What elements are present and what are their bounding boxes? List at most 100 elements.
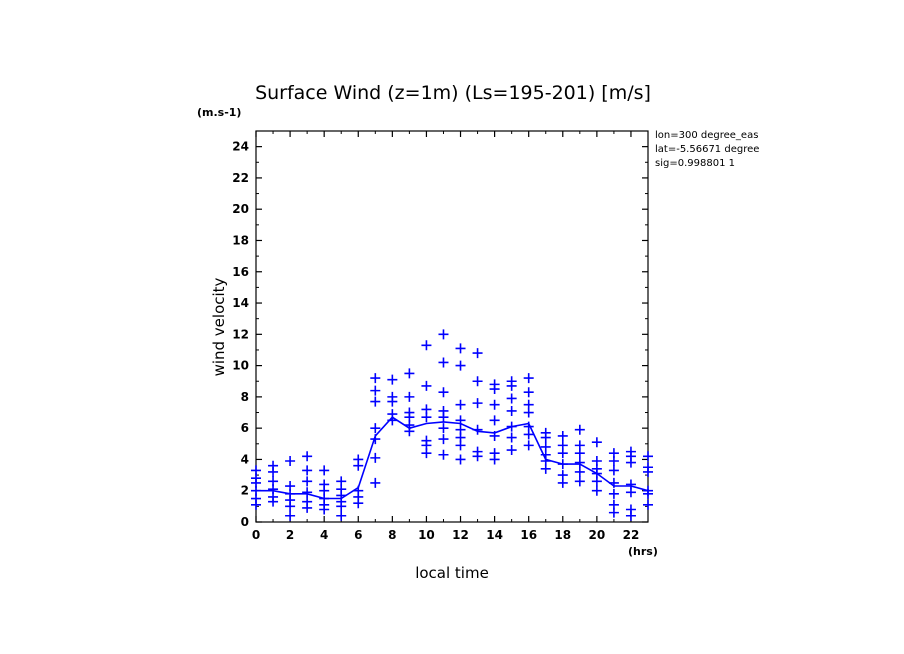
data-point [625,504,636,515]
data-point [506,405,517,416]
data-point [336,510,347,521]
y-tick-label: 6 [241,421,249,435]
data-point [421,435,432,446]
y-tick-label: 14 [232,296,249,310]
data-point [608,477,619,488]
chart-title: Surface Wind (z=1m) (Ls=195-201) [m/s] [255,82,651,104]
data-point [557,459,568,470]
data-point [489,448,500,459]
data-point [472,446,483,457]
data-point [268,476,279,487]
y-tick-label: 0 [241,515,249,529]
data-point [523,373,534,384]
x-tick-label: 4 [320,528,328,542]
data-point [438,357,449,368]
y-tick-label: 18 [232,233,249,247]
data-point [302,496,313,507]
data-point [608,488,619,499]
data-point [370,423,381,434]
data-point [557,470,568,481]
x-tick-label: 12 [452,528,469,542]
data-point [643,485,653,496]
y-tick-label: 4 [241,452,249,466]
data-point [421,380,432,391]
data-point [438,387,449,398]
y-tick-label: 2 [241,484,249,498]
data-point [455,360,466,371]
mean-line [256,416,649,500]
x-tick-label: 14 [486,528,503,542]
y-tick-label: 22 [232,171,249,185]
data-point [285,510,296,521]
data-point [557,430,568,441]
data-point [574,424,585,435]
data-point [455,424,466,435]
data-point [438,329,449,340]
data-point [387,409,398,420]
data-point [353,485,364,496]
x-unit-label: (hrs) [628,545,658,558]
data-point [540,427,551,438]
data-point [455,399,466,410]
data-point [370,434,381,445]
data-point [625,479,636,490]
data-point [438,449,449,460]
data-point [574,440,585,451]
x-tick-label: 18 [554,528,571,542]
data-point [370,396,381,407]
data-point [523,440,534,451]
data-point [370,452,381,463]
data-point [643,499,653,510]
data-point [370,385,381,396]
data-point [574,466,585,477]
data-point [455,343,466,354]
info-sig: sig=0.998801 1 [655,158,735,169]
data-point [404,368,415,379]
data-point [438,434,449,445]
data-point [506,445,517,456]
data-point [643,462,653,473]
data-point [370,477,381,488]
data-point [557,440,568,451]
data-point [523,421,534,432]
data-point [540,441,551,452]
data-point [608,448,619,459]
y-axis-label: wind velocity [210,277,228,376]
data-point [268,460,279,471]
data-point [643,451,653,462]
data-point [455,454,466,465]
data-point [438,405,449,416]
data-point [591,456,602,467]
y-tick-label: 24 [232,140,249,154]
y-unit-label: (m.s-1) [197,106,241,119]
data-point [506,393,517,404]
data-point [251,465,261,476]
data-point [489,399,500,410]
data-point [472,398,483,409]
info-lat: lat=-5.56671 degree [655,144,759,155]
data-point [608,499,619,510]
data-point [438,423,449,434]
info-block: lon=300 degree_eas lat=-5.56671 degree s… [655,130,759,169]
data-point [523,387,534,398]
y-tick-label: 10 [232,359,249,373]
data-point [472,376,483,387]
x-tick-label: 8 [388,528,396,542]
data-point [472,348,483,359]
data-point [302,476,313,487]
data-point [591,485,602,496]
data-point [506,421,517,432]
data-point [591,437,602,448]
data-point [506,376,517,387]
data-point [285,481,296,492]
x-tick-label: 22 [623,528,640,542]
data-point [285,456,296,467]
data-point [404,407,415,418]
data-point [302,465,313,476]
info-lon: lon=300 degree_eas [655,130,758,141]
data-point [489,415,500,426]
data-point [472,424,483,435]
y-tick-label: 12 [232,327,249,341]
data-point [625,446,636,457]
